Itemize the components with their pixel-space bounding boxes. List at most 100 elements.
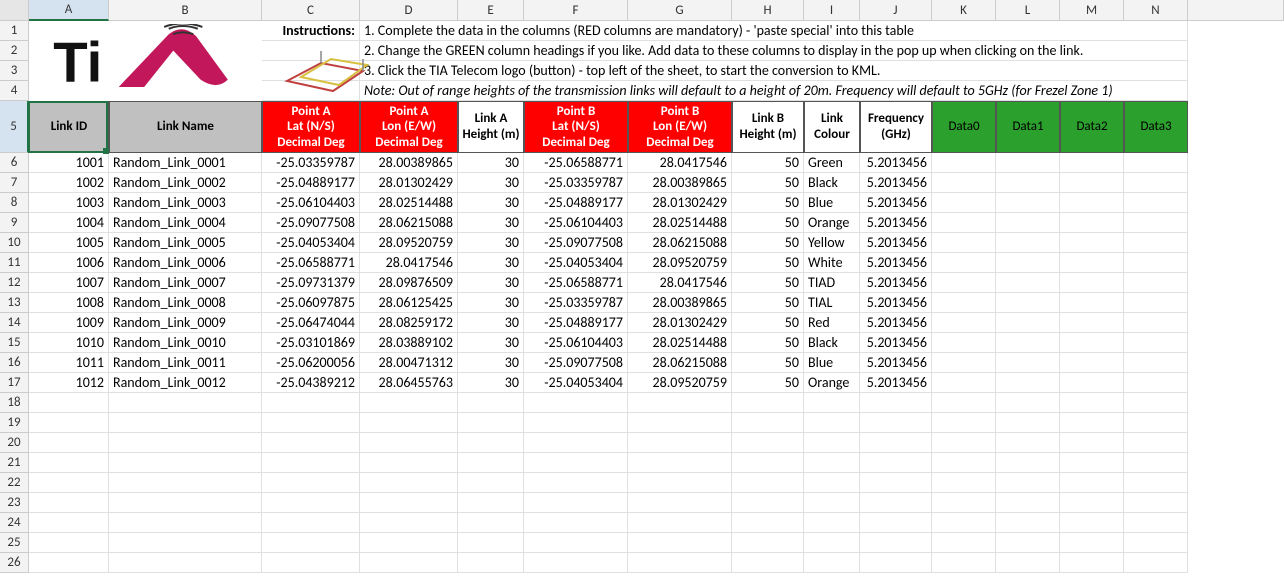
- cell[interactable]: [996, 153, 1060, 173]
- cell[interactable]: 28.06215088: [360, 213, 458, 233]
- cell[interactable]: Random_Link_0009: [109, 313, 262, 333]
- cell[interactable]: [458, 433, 524, 453]
- cell[interactable]: [458, 513, 524, 533]
- cell[interactable]: [996, 493, 1060, 513]
- col-heading-7[interactable]: Link BHeight (m): [732, 101, 804, 153]
- cell[interactable]: -25.09731379: [262, 273, 360, 293]
- cell[interactable]: [1124, 253, 1188, 273]
- cell[interactable]: 50: [732, 333, 804, 353]
- cell[interactable]: [1060, 433, 1124, 453]
- cell[interactable]: TIAL: [804, 293, 860, 313]
- cell[interactable]: Orange: [804, 213, 860, 233]
- cell[interactable]: [996, 233, 1060, 253]
- cell[interactable]: [1060, 293, 1124, 313]
- cell[interactable]: [932, 193, 996, 213]
- cell[interactable]: [29, 553, 109, 573]
- cell[interactable]: [360, 513, 458, 533]
- cell[interactable]: Yellow: [804, 233, 860, 253]
- cell[interactable]: 28.00389865: [628, 173, 732, 193]
- table-row[interactable]: 1007Random_Link_0007-25.0973137928.09876…: [29, 273, 1188, 293]
- cell[interactable]: [628, 553, 732, 573]
- col-header-K[interactable]: K: [932, 0, 996, 21]
- cell[interactable]: [932, 453, 996, 473]
- cell[interactable]: [996, 253, 1060, 273]
- cell[interactable]: 1007: [29, 273, 109, 293]
- cell[interactable]: -25.06474044: [262, 313, 360, 333]
- cell[interactable]: [360, 393, 458, 413]
- cell[interactable]: 50: [732, 293, 804, 313]
- col-header-B[interactable]: B: [109, 0, 262, 21]
- cell[interactable]: [1124, 473, 1188, 493]
- cell[interactable]: [628, 533, 732, 553]
- col-heading-0[interactable]: Link ID: [29, 101, 109, 153]
- cell[interactable]: 28.0417546: [628, 153, 732, 173]
- cell[interactable]: 5.2013456: [860, 233, 932, 253]
- cell[interactable]: [262, 553, 360, 573]
- cell[interactable]: [996, 353, 1060, 373]
- cell[interactable]: [1124, 373, 1188, 393]
- cell[interactable]: [732, 413, 804, 433]
- cell[interactable]: [1060, 213, 1124, 233]
- cell[interactable]: [860, 433, 932, 453]
- cell[interactable]: 30: [458, 373, 524, 393]
- cell[interactable]: [262, 473, 360, 493]
- cell[interactable]: [932, 153, 996, 173]
- cell[interactable]: [996, 553, 1060, 573]
- col-heading-9[interactable]: Frequency(GHz): [860, 101, 932, 153]
- cell[interactable]: Random_Link_0008: [109, 293, 262, 313]
- cell[interactable]: -25.04053404: [524, 373, 628, 393]
- row-header-26[interactable]: 26: [0, 553, 29, 573]
- col-header-F[interactable]: F: [524, 0, 628, 21]
- cell[interactable]: [932, 413, 996, 433]
- cell[interactable]: 28.06215088: [628, 233, 732, 253]
- row-header-4[interactable]: 4: [0, 81, 29, 101]
- table-row[interactable]: 1010Random_Link_0010-25.0310186928.03889…: [29, 333, 1188, 353]
- cell[interactable]: [109, 533, 262, 553]
- row-header-6[interactable]: 6: [0, 153, 29, 173]
- cell[interactable]: [996, 293, 1060, 313]
- cell[interactable]: [360, 453, 458, 473]
- cell[interactable]: [804, 433, 860, 453]
- cell[interactable]: [262, 393, 360, 413]
- cell[interactable]: [628, 393, 732, 413]
- cell[interactable]: [262, 493, 360, 513]
- cell[interactable]: [628, 453, 732, 473]
- col-heading-4[interactable]: Link AHeight (m): [458, 101, 524, 153]
- row-header-11[interactable]: 11: [0, 253, 29, 273]
- cell[interactable]: [1124, 353, 1188, 373]
- cell[interactable]: [1060, 233, 1124, 253]
- row-header-3[interactable]: 3: [0, 61, 29, 81]
- cell[interactable]: -25.04389212: [262, 373, 360, 393]
- cell[interactable]: -25.04053404: [262, 233, 360, 253]
- cell[interactable]: [1060, 553, 1124, 573]
- cell[interactable]: 50: [732, 173, 804, 193]
- table-row[interactable]: 1004Random_Link_0004-25.0907750828.06215…: [29, 213, 1188, 233]
- cell[interactable]: [996, 393, 1060, 413]
- col-header-D[interactable]: D: [360, 0, 458, 21]
- cell[interactable]: [996, 273, 1060, 293]
- cell[interactable]: -25.06588771: [262, 253, 360, 273]
- cell[interactable]: 1005: [29, 233, 109, 253]
- cell[interactable]: [524, 433, 628, 453]
- cell[interactable]: [1060, 513, 1124, 533]
- cell[interactable]: [29, 473, 109, 493]
- cell[interactable]: [458, 553, 524, 573]
- table-row[interactable]: 1008Random_Link_0008-25.0609787528.06125…: [29, 293, 1188, 313]
- cell[interactable]: 30: [458, 353, 524, 373]
- cell[interactable]: 30: [458, 273, 524, 293]
- cell[interactable]: -25.03359787: [524, 173, 628, 193]
- col-header-J[interactable]: J: [860, 0, 932, 21]
- cell[interactable]: [458, 393, 524, 413]
- cell[interactable]: 1009: [29, 313, 109, 333]
- cell[interactable]: [1124, 433, 1188, 453]
- row-header-8[interactable]: 8: [0, 193, 29, 213]
- row-header-1[interactable]: 1: [0, 21, 29, 41]
- cell[interactable]: [860, 453, 932, 473]
- cell[interactable]: 28.09520759: [360, 233, 458, 253]
- col-header-E[interactable]: E: [458, 0, 524, 21]
- cell[interactable]: [804, 473, 860, 493]
- cell[interactable]: [860, 393, 932, 413]
- cell[interactable]: -25.06588771: [524, 153, 628, 173]
- cell[interactable]: [1124, 413, 1188, 433]
- row-header-25[interactable]: 25: [0, 533, 29, 553]
